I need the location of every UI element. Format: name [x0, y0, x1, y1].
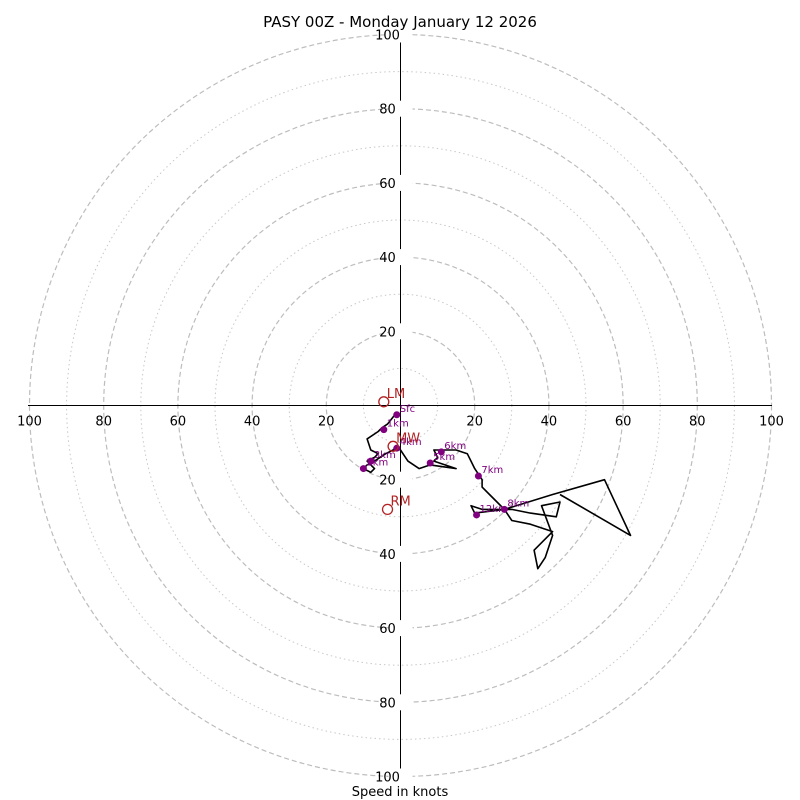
- y-tick-label: 20: [379, 325, 396, 340]
- y-tick-label: 80: [379, 696, 396, 711]
- x-tick-label: 80: [95, 415, 112, 430]
- x-tick-label: 100: [759, 415, 784, 430]
- storm-motion-label: RM: [391, 494, 411, 509]
- y-tick-background: [388, 620, 413, 637]
- y-tick-background: [388, 100, 413, 117]
- height-marker-label: 6km: [444, 441, 466, 452]
- wind-trace-layer: [362, 414, 632, 570]
- storm-motion-label: LM: [387, 387, 405, 402]
- y-tick-background: [388, 174, 413, 191]
- y-tick-label: 60: [379, 177, 396, 192]
- x-tick-label: 60: [615, 415, 632, 430]
- wind-trace-line: [362, 414, 632, 570]
- height-marker-dot: [474, 472, 482, 480]
- y-tick-label: 80: [379, 103, 396, 118]
- storm-motion-marker: [387, 440, 399, 452]
- y-tick-background: [388, 768, 413, 785]
- height-marker-label: 3km: [374, 450, 396, 461]
- height-marker-label: 7km: [481, 465, 503, 476]
- y-tick-label: 60: [379, 622, 396, 637]
- x-tick-label: 40: [541, 415, 558, 430]
- height-marker-dot: [380, 426, 388, 434]
- hodograph-axes: [28, 35, 772, 777]
- x-tick-label: 100: [17, 415, 42, 430]
- height-marker-dot: [500, 505, 508, 513]
- storm-motion-marker: [381, 503, 394, 516]
- height-marker-dot: [359, 465, 367, 473]
- height-marker-dot: [473, 511, 481, 519]
- y-tick-labels: 100 80 60 40 20 20 40 60 80 100: [375, 26, 413, 786]
- x-tick-label: 20: [318, 415, 335, 430]
- storm-motion-markers: LM RM MW: [378, 387, 420, 516]
- height-marker-label: 1km: [387, 419, 409, 430]
- storm-motion-marker: [378, 396, 390, 408]
- y-tick-label: 20: [379, 474, 396, 489]
- height-marker-dot: [393, 411, 401, 419]
- y-tick-background: [388, 545, 413, 562]
- y-tick-label: 100: [375, 771, 400, 786]
- x-tick-label: 40: [244, 415, 261, 430]
- x-axis-label: Speed in knots: [352, 785, 449, 800]
- x-tick-labels: 100 80 60 40 20 20 40 60 80 100: [17, 415, 784, 430]
- x-tick-label: 20: [466, 415, 483, 430]
- y-tick-label: 40: [379, 548, 396, 563]
- x-tick-label: 60: [170, 415, 187, 430]
- y-tick-label: 40: [379, 251, 396, 266]
- y-tick-background: [388, 26, 413, 43]
- height-marker-dot: [367, 457, 375, 465]
- y-tick-background: [388, 471, 413, 488]
- storm-motion-label: MW: [396, 431, 420, 446]
- chart-title: PASY 00Z - Monday January 12 2026: [263, 13, 537, 31]
- height-marker-label: Sfc: [400, 404, 415, 415]
- height-marker-label: 5km: [433, 452, 455, 463]
- height-marker-label: 8km: [507, 498, 529, 509]
- height-marker-dot: [437, 448, 445, 456]
- height-marker-label: 2km: [366, 458, 388, 469]
- x-tick-label: 80: [689, 415, 706, 430]
- y-tick-label: 100: [375, 29, 400, 44]
- height-marker-label: 12km: [480, 504, 508, 515]
- height-marker-dot: [426, 459, 434, 467]
- y-tick-background: [388, 249, 413, 266]
- y-tick-background: [388, 323, 413, 340]
- y-tick-background: [388, 694, 413, 711]
- height-marker-label: 4km: [400, 437, 422, 448]
